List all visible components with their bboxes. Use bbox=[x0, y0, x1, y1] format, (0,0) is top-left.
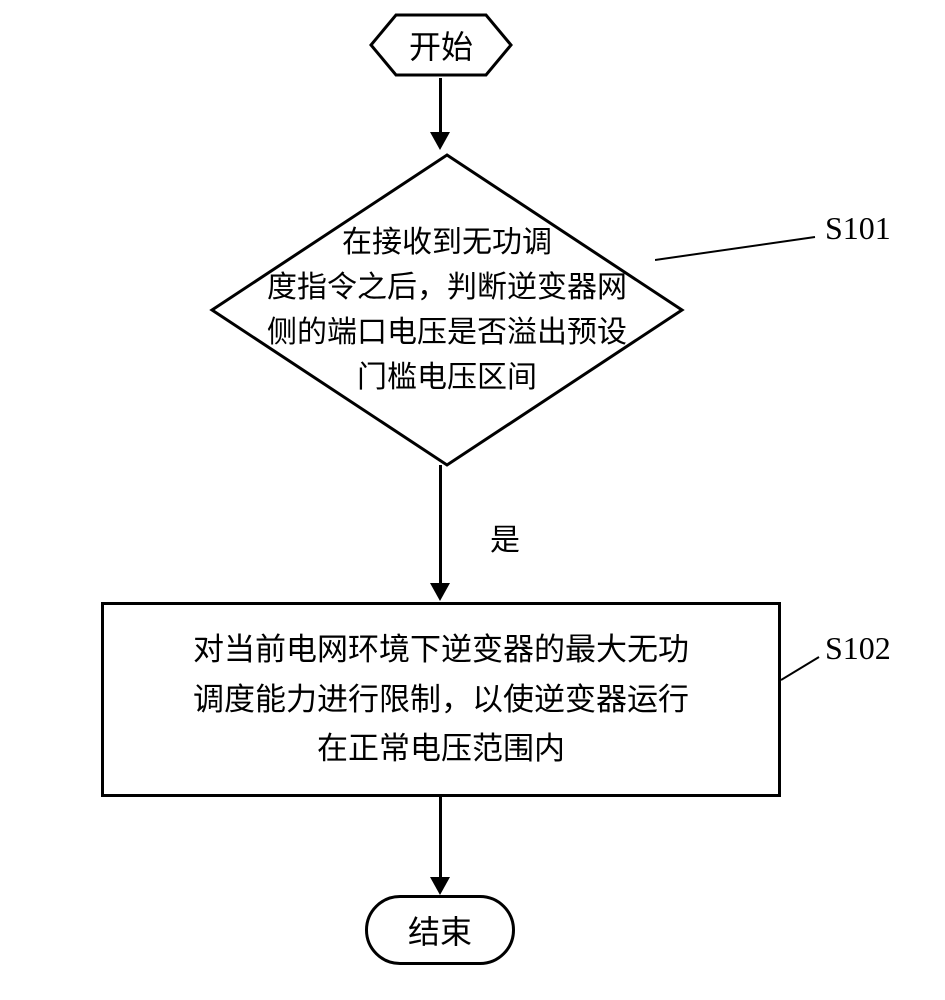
end-node: 结束 bbox=[365, 895, 515, 965]
flowchart-container: 开始 在接收到无功调 度指令之后，判断逆变器网 侧的端口电压是否溢出预设 门槛电… bbox=[0, 0, 945, 1000]
edge-label-yes: 是 bbox=[490, 515, 520, 559]
start-node: 开始 bbox=[366, 10, 516, 80]
step-label-s102: S102 bbox=[825, 630, 891, 667]
decision-node: 在接收到无功调 度指令之后，判断逆变器网 侧的端口电压是否溢出预设 门槛电压区间 bbox=[207, 150, 687, 470]
start-label: 开始 bbox=[409, 22, 473, 68]
step-label-s101: S101 bbox=[825, 210, 891, 247]
decision-label: 在接收到无功调 度指令之后，判断逆变器网 侧的端口电压是否溢出预设 门槛电压区间 bbox=[207, 150, 687, 470]
label-line-s102 bbox=[781, 645, 826, 690]
label-line-s101 bbox=[655, 225, 820, 270]
process-node: 对当前电网环境下逆变器的最大无功 调度能力进行限制，以使逆变器运行 在正常电压范… bbox=[101, 602, 781, 797]
process-label: 对当前电网环境下逆变器的最大无功 调度能力进行限制，以使逆变器运行 在正常电压范… bbox=[193, 625, 689, 774]
end-label: 结束 bbox=[408, 907, 472, 953]
